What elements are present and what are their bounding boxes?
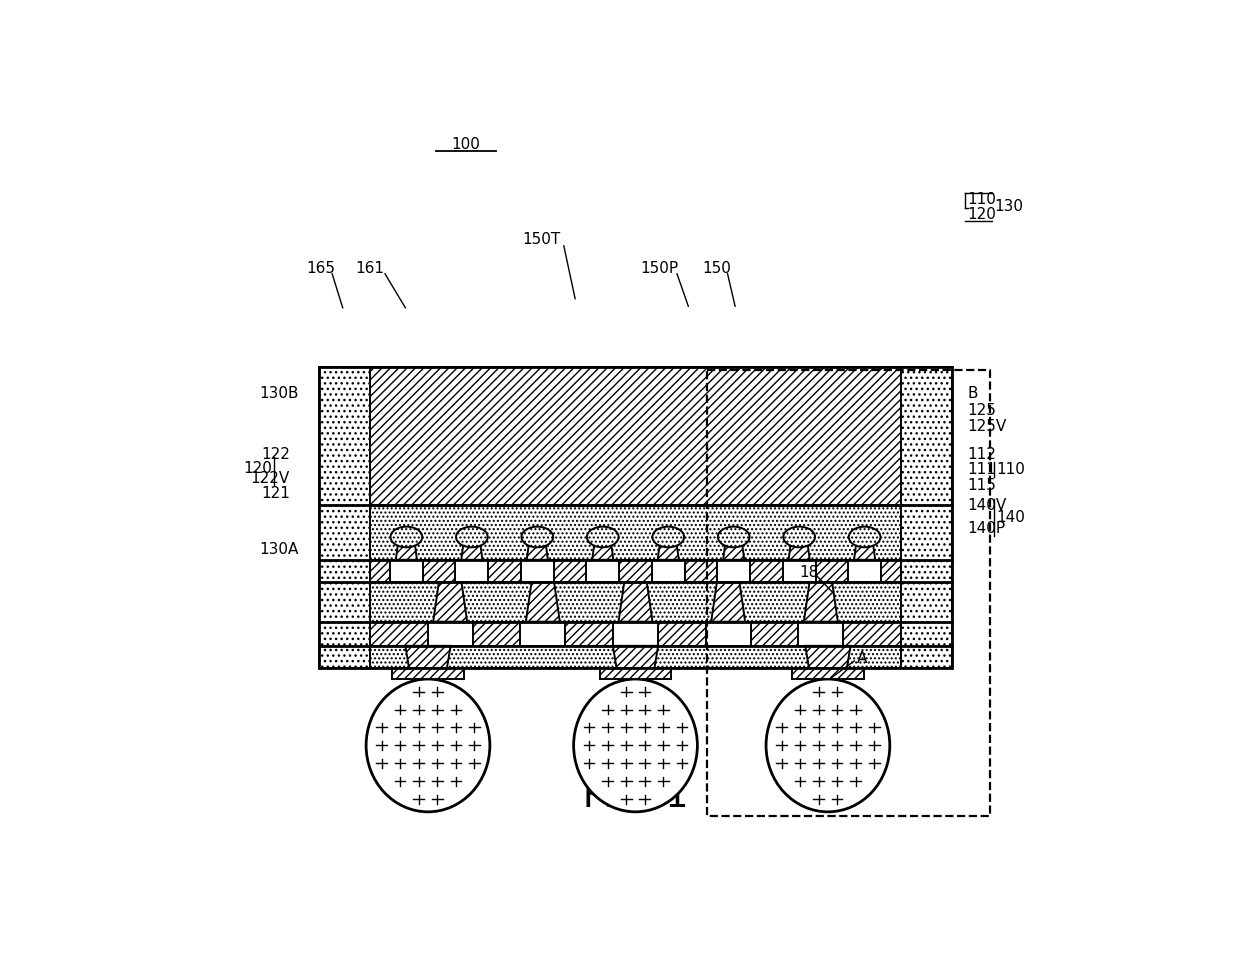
Bar <box>750 560 782 582</box>
Text: 125V: 125V <box>967 419 1007 434</box>
Text: 140: 140 <box>996 510 1025 525</box>
Polygon shape <box>526 582 559 621</box>
Bar <box>370 560 389 582</box>
Bar <box>816 560 848 582</box>
Polygon shape <box>723 537 744 560</box>
Ellipse shape <box>848 526 880 547</box>
Polygon shape <box>396 537 417 560</box>
Bar <box>554 560 587 582</box>
Text: 180: 180 <box>800 565 828 580</box>
Ellipse shape <box>456 526 487 547</box>
Text: 165: 165 <box>306 261 335 276</box>
Ellipse shape <box>587 526 619 547</box>
Bar <box>750 621 799 646</box>
Polygon shape <box>804 582 838 621</box>
Text: 130B: 130B <box>259 385 299 401</box>
Text: 122: 122 <box>260 447 290 462</box>
Text: 125: 125 <box>967 403 997 417</box>
Ellipse shape <box>366 679 490 811</box>
Text: 130: 130 <box>994 199 1023 215</box>
Ellipse shape <box>522 526 553 547</box>
Polygon shape <box>613 646 658 668</box>
Text: B: B <box>967 386 978 401</box>
Bar <box>684 560 717 582</box>
Bar <box>370 621 428 646</box>
Text: 110: 110 <box>967 192 997 207</box>
Text: 121: 121 <box>260 486 290 501</box>
Text: FIG. 1: FIG. 1 <box>583 780 688 813</box>
Text: 150T: 150T <box>522 232 560 247</box>
Text: 130A: 130A <box>259 543 299 558</box>
Text: 161: 161 <box>356 261 384 276</box>
Bar <box>319 367 370 668</box>
Polygon shape <box>405 646 450 668</box>
Polygon shape <box>789 537 810 560</box>
Bar <box>472 621 521 646</box>
Bar <box>658 621 706 646</box>
Text: 115: 115 <box>967 477 997 493</box>
Bar <box>370 506 901 560</box>
Polygon shape <box>657 537 678 560</box>
Bar <box>319 646 952 668</box>
Bar <box>489 560 521 582</box>
Bar <box>392 668 464 679</box>
Bar <box>792 668 864 679</box>
Polygon shape <box>461 537 482 560</box>
Text: 100: 100 <box>451 136 480 152</box>
Polygon shape <box>854 537 875 560</box>
Text: 140V: 140V <box>967 498 1007 513</box>
Bar <box>843 621 901 646</box>
Polygon shape <box>619 582 652 621</box>
Bar <box>423 560 455 582</box>
Bar <box>882 560 901 582</box>
Ellipse shape <box>574 679 697 811</box>
Ellipse shape <box>391 526 423 547</box>
Text: 140P: 140P <box>967 520 1006 536</box>
Polygon shape <box>433 582 467 621</box>
Polygon shape <box>527 537 548 560</box>
Text: 122V: 122V <box>250 470 290 486</box>
Polygon shape <box>593 537 614 560</box>
Text: 150: 150 <box>703 261 732 276</box>
Text: A: A <box>857 651 867 666</box>
Ellipse shape <box>718 526 749 547</box>
Bar <box>600 668 671 679</box>
Bar <box>319 582 952 621</box>
Polygon shape <box>712 582 745 621</box>
Text: 110: 110 <box>996 462 1025 476</box>
Polygon shape <box>805 646 851 668</box>
Ellipse shape <box>784 526 815 547</box>
Bar <box>319 367 952 668</box>
Text: 120: 120 <box>243 461 272 476</box>
Bar <box>319 367 952 506</box>
Ellipse shape <box>652 526 684 547</box>
Bar <box>901 367 952 668</box>
Text: 150P: 150P <box>641 261 678 276</box>
Text: 120: 120 <box>967 207 997 221</box>
Text: 111: 111 <box>967 462 997 476</box>
Bar <box>565 621 613 646</box>
Ellipse shape <box>766 679 890 811</box>
Text: 112: 112 <box>967 447 997 462</box>
Bar <box>619 560 652 582</box>
